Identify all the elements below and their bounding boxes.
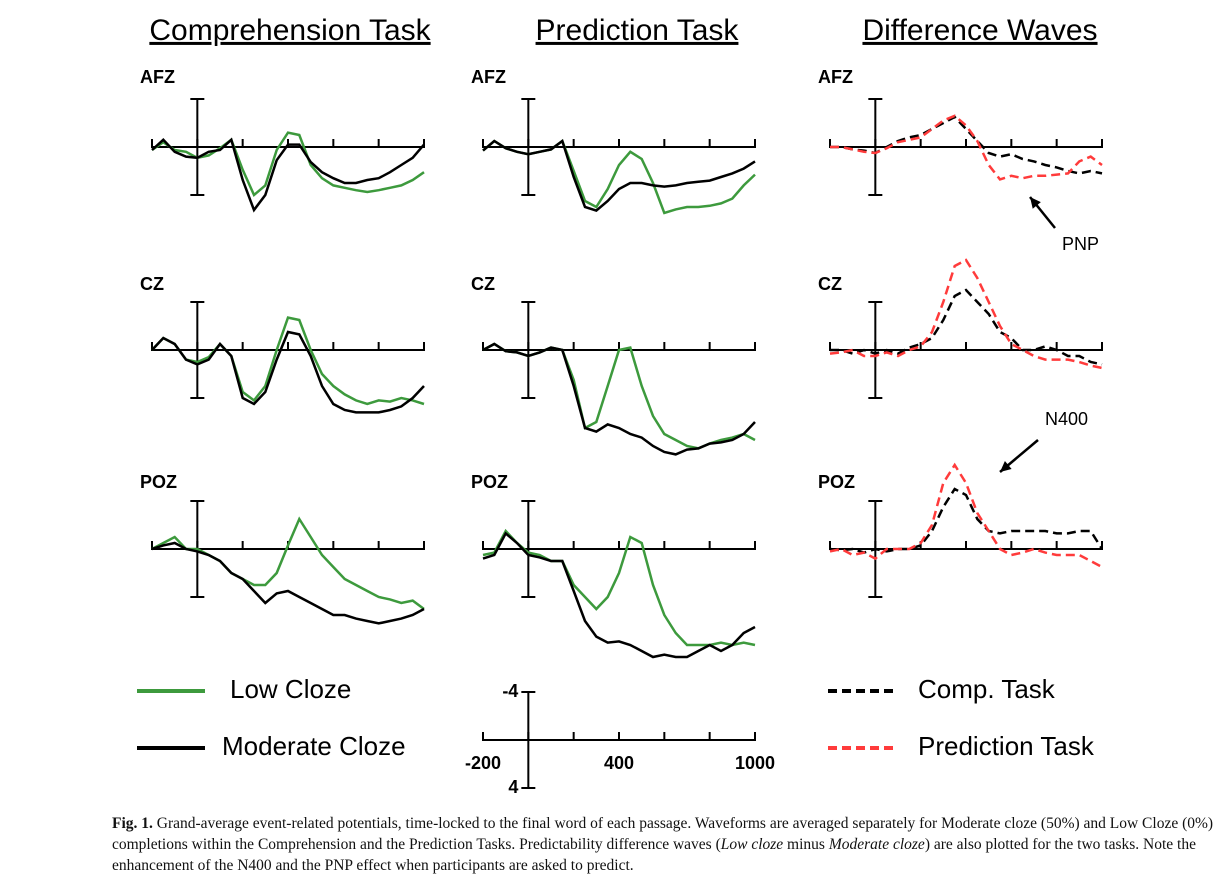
column-title: Comprehension Task bbox=[149, 14, 431, 47]
waveform bbox=[151, 316, 425, 406]
waveform bbox=[829, 258, 1103, 370]
waveform bbox=[482, 139, 756, 215]
caption: Fig. 1. Grand-average event-related pote… bbox=[112, 813, 1222, 876]
panel-title: CZ bbox=[471, 274, 495, 294]
column-title: Difference Waves bbox=[862, 14, 1097, 47]
waveform bbox=[830, 288, 1103, 366]
waveform bbox=[482, 138, 756, 213]
figure: Comprehension Task Prediction Task Diffe… bbox=[137, 14, 1104, 797]
legend-label: Low Cloze bbox=[230, 674, 351, 704]
caption-text: Moderate cloze bbox=[828, 836, 925, 853]
waveform bbox=[482, 342, 756, 456]
caption-label: Fig. 1. bbox=[112, 815, 153, 832]
annotation: N400 bbox=[1045, 409, 1088, 429]
legend-label: Comp. Task bbox=[918, 674, 1056, 704]
column-title: Prediction Task bbox=[536, 14, 740, 47]
waveform bbox=[151, 137, 425, 213]
panel-title: AFZ bbox=[818, 67, 853, 87]
caption-text: Low cloze bbox=[720, 836, 784, 853]
caption-text: minus bbox=[783, 836, 829, 853]
waveform bbox=[830, 114, 1103, 181]
y-tick-label: -4 bbox=[502, 681, 518, 701]
legend-label: Prediction Task bbox=[918, 731, 1095, 761]
waveform bbox=[829, 487, 1104, 554]
panel-title: CZ bbox=[140, 274, 164, 294]
waveform bbox=[482, 531, 756, 659]
x-tick-label: 400 bbox=[604, 753, 634, 773]
waveform bbox=[151, 541, 425, 625]
panel-title: CZ bbox=[818, 274, 842, 294]
annotation: PNP bbox=[1062, 234, 1099, 254]
caption-text: ) are also plotted for the two tasks. No… bbox=[112, 836, 1196, 874]
panel-title: AFZ bbox=[471, 67, 506, 87]
waveform bbox=[829, 462, 1103, 569]
arrow-head bbox=[1000, 461, 1012, 472]
caption-text: Grand-average event-related potentials, … bbox=[112, 815, 1214, 853]
panel-title: POZ bbox=[140, 472, 177, 492]
waveform bbox=[482, 342, 756, 450]
waveform bbox=[151, 330, 425, 414]
panel-title: POZ bbox=[818, 472, 855, 492]
arrow-head bbox=[1030, 197, 1041, 209]
legend-label: Moderate Cloze bbox=[222, 731, 406, 761]
panel-title: POZ bbox=[471, 472, 508, 492]
panel-title: AFZ bbox=[140, 67, 175, 87]
waveform bbox=[151, 516, 425, 611]
x-tick-label: 1000 bbox=[735, 753, 775, 773]
y-tick-label: 4 bbox=[508, 777, 518, 797]
x-tick-label: -200 bbox=[465, 753, 501, 773]
